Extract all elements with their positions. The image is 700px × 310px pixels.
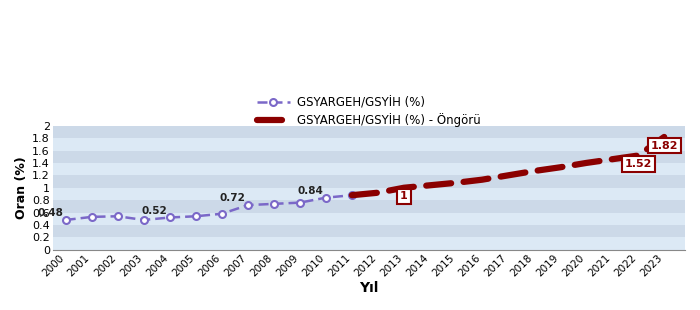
GSYARGEH/GSYİH (%) - Öngörü	[530, 169, 538, 173]
GSYARGEH/GSYİH (%) - Öngörü	[452, 181, 460, 185]
X-axis label: Yıl: Yıl	[359, 281, 379, 295]
GSYARGEH/GSYİH (%) - Öngörü	[478, 178, 486, 182]
GSYARGEH/GSYİH (%) - Öngörü	[348, 193, 356, 197]
Bar	[52, 213, 685, 225]
Bar	[52, 237, 685, 250]
Text: 0.48: 0.48	[37, 208, 63, 218]
GSYARGEH/GSYİH (%) - Öngörü	[608, 157, 616, 161]
Bar	[52, 138, 685, 151]
GSYARGEH/GSYİH (%)	[322, 196, 330, 200]
GSYARGEH/GSYİH (%)	[295, 201, 304, 205]
GSYARGEH/GSYİH (%) - Öngörü	[582, 161, 590, 165]
Y-axis label: Oran (%): Oran (%)	[15, 156, 28, 219]
GSYARGEH/GSYİH (%)	[166, 216, 174, 219]
Text: 1: 1	[400, 192, 408, 202]
GSYARGEH/GSYİH (%)	[113, 215, 122, 218]
GSYARGEH/GSYİH (%)	[218, 212, 226, 216]
Line: GSYARGEH/GSYİH (%) - Öngörü: GSYARGEH/GSYİH (%) - Öngörü	[352, 137, 664, 195]
Legend: GSYARGEH/GSYİH (%), GSYARGEH/GSYİH (%) - Öngörü: GSYARGEH/GSYİH (%), GSYARGEH/GSYİH (%) -…	[252, 92, 486, 132]
Text: 0.72: 0.72	[219, 193, 245, 203]
GSYARGEH/GSYİH (%)	[270, 202, 278, 206]
Text: 0.84: 0.84	[298, 186, 323, 196]
GSYARGEH/GSYİH (%)	[192, 215, 200, 218]
Text: 1.82: 1.82	[650, 141, 678, 151]
GSYARGEH/GSYİH (%) - Öngörü	[634, 154, 643, 157]
Line: GSYARGEH/GSYİH (%): GSYARGEH/GSYİH (%)	[62, 192, 356, 224]
GSYARGEH/GSYİH (%) - Öngörü	[374, 191, 382, 195]
GSYARGEH/GSYİH (%) - Öngörü	[660, 135, 668, 139]
Text: 1.52: 1.52	[624, 159, 652, 169]
Text: 0.52: 0.52	[141, 206, 167, 216]
GSYARGEH/GSYİH (%)	[139, 218, 148, 222]
Bar	[52, 163, 685, 175]
GSYARGEH/GSYİH (%) - Öngörü	[504, 174, 512, 177]
GSYARGEH/GSYİH (%)	[88, 215, 96, 219]
GSYARGEH/GSYİH (%)	[244, 203, 252, 207]
GSYARGEH/GSYİH (%) - Öngörü	[426, 184, 434, 187]
GSYARGEH/GSYİH (%) - Öngörü	[400, 186, 408, 190]
GSYARGEH/GSYİH (%) - Öngörü	[556, 166, 564, 169]
GSYARGEH/GSYİH (%)	[62, 218, 70, 222]
GSYARGEH/GSYİH (%)	[348, 193, 356, 197]
Bar	[52, 188, 685, 200]
